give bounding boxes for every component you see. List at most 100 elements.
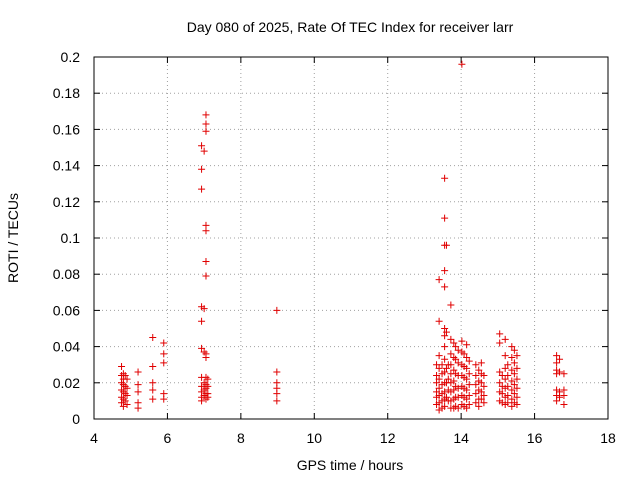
data-point [463,395,471,403]
data-point [553,370,561,378]
data-point [441,174,449,182]
data-point [480,372,488,380]
data-point [149,334,157,342]
data-point [447,361,455,369]
data-point [480,382,488,390]
data-point [460,350,468,358]
data-point [447,388,455,396]
data-point [204,382,212,390]
data-point [480,399,488,407]
data-point [273,306,281,314]
data-point [435,276,443,284]
data-point [441,388,449,396]
grid-lines [94,57,608,419]
data-point [435,317,443,325]
data-point [454,346,462,354]
data-point [477,359,485,367]
data-point [198,344,206,352]
data-point [435,391,443,399]
data-point [200,147,208,155]
data-point [465,357,473,365]
data-point [273,390,281,398]
data-point [442,364,450,372]
data-point [433,379,441,387]
data-point [160,350,168,358]
data-point [447,335,455,343]
data-point [433,372,441,380]
data-point [442,328,450,336]
data-point [160,359,168,367]
y-tick-label: 0.2 [61,49,81,65]
x-tick-label: 4 [90,430,98,446]
data-point [513,401,521,409]
data-point [450,366,458,374]
data-point [513,393,521,401]
data-point [504,361,512,369]
data-point [441,343,449,351]
data-point [508,353,516,361]
data-point [123,384,131,392]
data-point [447,379,455,387]
data-point [435,399,443,407]
data-point [121,397,129,405]
data-point [454,404,462,412]
data-point [441,332,449,340]
data-point [504,399,512,407]
data-point [119,402,127,410]
data-point [504,382,512,390]
chart-title: Day 080 of 2025, Rate Of TEC Index for r… [187,19,514,35]
data-point [560,391,568,399]
data-point [463,375,471,383]
data-point [441,325,449,332]
data-point [202,227,210,235]
data-point [121,372,129,380]
data-point [475,402,483,410]
data-point [496,379,504,387]
data-point [435,364,443,372]
data-point [510,359,518,367]
x-tick-label: 16 [527,430,543,446]
data-point [444,375,452,383]
data-point [441,267,449,275]
y-tick-label: 0.04 [53,339,80,355]
data-point [450,386,458,394]
data-point [463,364,471,372]
data-point [501,375,509,383]
y-tick-label: 0 [72,411,80,427]
data-point [560,401,568,409]
data-point [472,381,480,389]
data-point [202,127,210,135]
data-point [465,391,473,399]
data-point [441,402,449,410]
data-point [454,384,462,392]
data-point [472,372,480,380]
data-point [508,386,516,394]
data-point [452,343,460,351]
data-point [435,406,443,414]
data-point [501,364,509,372]
y-tick-label: 0.12 [53,194,80,210]
data-point [465,381,473,389]
data-points [118,60,568,414]
data-point [513,375,521,383]
data-point [149,386,157,394]
data-point [134,368,142,376]
data-point [454,359,462,367]
data-point [441,283,449,291]
data-point [202,353,210,361]
data-point [553,352,561,360]
data-point [198,142,206,150]
data-point [472,390,480,398]
data-point [198,317,206,325]
x-tick-label: 10 [306,430,322,446]
data-point [442,241,450,249]
data-point [465,370,473,378]
data-point [496,368,504,376]
data-point [508,377,516,385]
data-point [441,214,449,222]
data-point [435,352,443,360]
data-point [472,361,480,369]
data-point [553,397,561,405]
data-point [513,352,521,360]
